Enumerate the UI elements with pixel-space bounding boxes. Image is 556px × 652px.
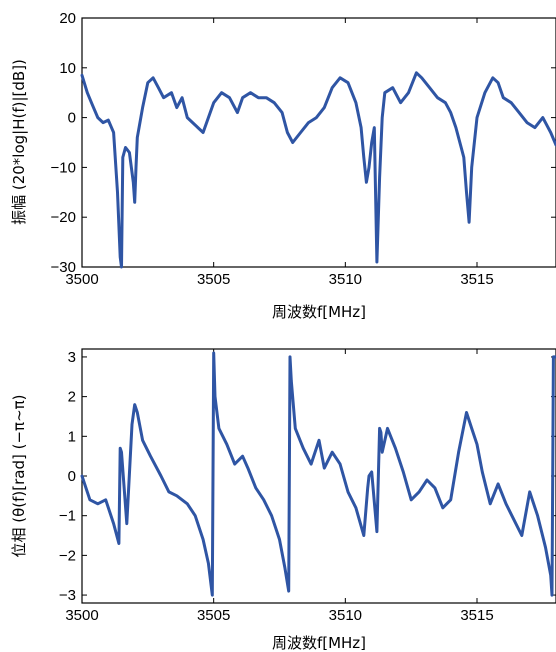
phase-y-tick-label: −1 (59, 508, 76, 525)
phase-x-tick-label: 3500 (65, 607, 98, 624)
amplitude-y-tick-label: −30 (51, 259, 76, 276)
amplitude-x-axis-label: 周波数f[MHz] (272, 303, 366, 321)
phase-y-axis-label: 位相 (θ(f)[rad] (−π∼π) (10, 394, 28, 557)
amplitude-y-tick-label: 10 (59, 60, 76, 77)
amplitude-x-tick-label: 3510 (329, 271, 362, 288)
phase-plot-frame (81, 348, 556, 604)
amplitude-plot-frame (81, 17, 556, 268)
amplitude-x-tick-label: 3515 (460, 271, 493, 288)
phase-chart: 3500 3505 3510 3515 −3 −2 −1 0 1 2 3 周波数f[MHz] 位相 … (10, 348, 556, 652)
amplitude-series-line (80, 71, 556, 269)
phase-y-tick-label: 3 (68, 349, 76, 366)
amplitude-y-tick-label: −10 (51, 159, 76, 176)
phase-x-tick-label: 3510 (329, 607, 362, 624)
phase-y-tick-label: −3 (59, 587, 76, 604)
amplitude-y-tick-label: −20 (51, 209, 76, 226)
phase-y-tick-label: −2 (59, 547, 76, 564)
amplitude-ticks: 3500 3505 3510 3515 −30 −20 −10 0 10 20 (51, 10, 556, 288)
phase-x-tick-label: 3515 (460, 607, 493, 624)
phase-series-line (80, 351, 556, 597)
amplitude-x-tick-label: 3505 (197, 271, 230, 288)
amplitude-y-axis-label: 振幅 (20*log|H(f)|[dB]) (10, 59, 28, 225)
phase-y-tick-label: 1 (68, 428, 76, 445)
phase-x-tick-label: 3505 (197, 607, 230, 624)
phase-ticks: 3500 3505 3510 3515 −3 −2 −1 0 1 2 3 (59, 349, 556, 624)
phase-y-tick-label: 2 (68, 389, 76, 406)
amplitude-chart: 3500 3505 3510 3515 −30 −20 −10 0 10 20 周波数f[MHz]… (10, 10, 556, 321)
phase-y-tick-label: 0 (68, 468, 76, 485)
amplitude-x-tick-label: 3500 (65, 271, 98, 288)
phase-x-axis-label: 周波数f[MHz] (272, 634, 366, 652)
amplitude-y-tick-label: 20 (59, 10, 76, 27)
amplitude-y-tick-label: 0 (68, 110, 76, 127)
